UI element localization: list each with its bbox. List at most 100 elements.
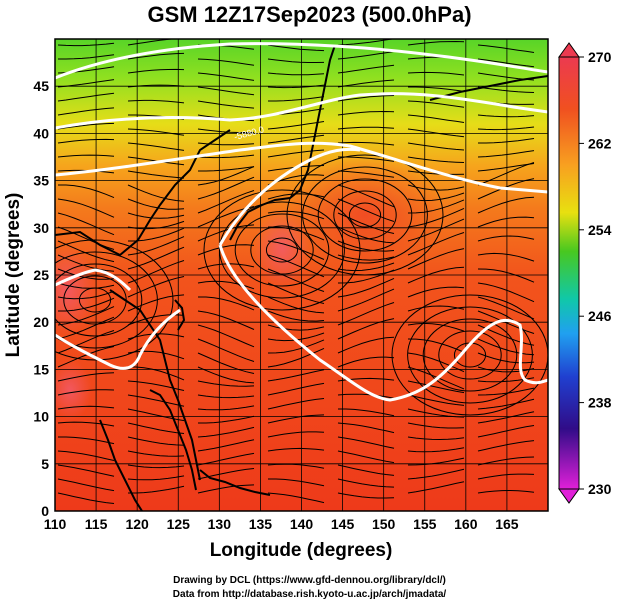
streamline bbox=[267, 463, 325, 469]
streamline bbox=[337, 318, 395, 340]
y-tick-label: 40 bbox=[33, 125, 49, 141]
streamline bbox=[407, 156, 465, 163]
streamline bbox=[407, 352, 465, 373]
streamline bbox=[57, 306, 115, 326]
streamline bbox=[408, 86, 465, 92]
streamline bbox=[267, 347, 325, 368]
streamline bbox=[407, 40, 465, 46]
streamline bbox=[267, 447, 325, 452]
streamline bbox=[197, 394, 255, 399]
y-tick-label: 45 bbox=[33, 78, 49, 94]
x-axis-title: Longitude (degrees) bbox=[210, 540, 393, 561]
streamline bbox=[407, 248, 465, 270]
streamline bbox=[57, 240, 115, 263]
streamline bbox=[337, 393, 395, 399]
colorbar-tick-label: 230 bbox=[588, 481, 612, 497]
streamline bbox=[197, 484, 255, 494]
streamline bbox=[267, 268, 325, 292]
streamline bbox=[407, 305, 465, 312]
y-axis-title: Latitude (degrees) bbox=[3, 193, 24, 358]
streamline bbox=[57, 268, 115, 280]
streamline bbox=[267, 414, 325, 424]
streamline-circulation bbox=[348, 202, 382, 228]
streamline bbox=[477, 352, 535, 364]
streamline bbox=[267, 324, 325, 331]
streamline bbox=[197, 142, 255, 146]
streamline bbox=[267, 58, 325, 63]
streamline bbox=[407, 100, 465, 108]
streamline-circulation bbox=[265, 237, 299, 263]
coastlines bbox=[55, 44, 548, 511]
y-tick-label: 0 bbox=[41, 503, 49, 519]
streamline bbox=[407, 481, 465, 494]
colorbar-tick-label: 262 bbox=[588, 135, 612, 151]
streamline bbox=[267, 310, 325, 322]
streamline-circulation bbox=[234, 213, 330, 287]
streamline bbox=[407, 207, 465, 228]
streamline bbox=[337, 170, 395, 178]
streamline bbox=[477, 440, 535, 452]
streamline bbox=[407, 338, 465, 353]
streamline bbox=[57, 122, 115, 130]
x-tick-label: 145 bbox=[331, 516, 355, 532]
streamline bbox=[337, 51, 395, 60]
streamline bbox=[267, 240, 325, 260]
streamline bbox=[197, 154, 255, 159]
streamline bbox=[477, 162, 535, 186]
y-tick-label: 20 bbox=[33, 314, 49, 330]
streamline bbox=[57, 154, 115, 158]
streamline bbox=[267, 431, 325, 438]
streamline bbox=[477, 296, 535, 320]
streamline bbox=[477, 268, 535, 283]
streamline bbox=[337, 79, 395, 88]
streamline bbox=[267, 398, 325, 410]
streamline bbox=[267, 339, 325, 354]
streamline bbox=[337, 184, 395, 208]
streamline-circulation bbox=[438, 330, 502, 380]
streamline bbox=[198, 296, 255, 311]
streamline bbox=[57, 254, 115, 272]
streamline bbox=[197, 224, 255, 242]
streamline bbox=[477, 489, 535, 494]
streamline bbox=[197, 190, 255, 214]
x-tick-label: 130 bbox=[208, 516, 232, 532]
streamline bbox=[407, 457, 465, 466]
streamline bbox=[477, 216, 535, 228]
streamline bbox=[197, 58, 255, 66]
x-tick-label: 110 bbox=[44, 516, 67, 532]
x-tick-label: 140 bbox=[290, 516, 314, 532]
streamline bbox=[57, 198, 115, 218]
colorbar-tick-label: 270 bbox=[588, 49, 612, 65]
streamline bbox=[197, 86, 255, 96]
streamline-circulation bbox=[55, 251, 158, 349]
x-tick-label: 165 bbox=[495, 516, 519, 532]
streamline-circulation bbox=[391, 294, 548, 416]
streamline bbox=[57, 92, 115, 102]
streamline bbox=[477, 282, 535, 303]
streamline bbox=[337, 198, 395, 222]
streamline-circulation bbox=[407, 306, 533, 404]
streamlines bbox=[55, 39, 548, 504]
streamline bbox=[197, 352, 255, 374]
streamline bbox=[57, 421, 115, 427]
streamline bbox=[198, 415, 255, 424]
x-tick-label: 135 bbox=[249, 516, 273, 532]
streamline bbox=[337, 356, 395, 368]
streamline bbox=[477, 196, 535, 214]
streamline bbox=[407, 142, 465, 151]
streamline bbox=[197, 280, 255, 290]
streamline bbox=[197, 176, 255, 200]
streamline bbox=[197, 366, 255, 384]
chart-title: GSM 12Z17Sep2023 (500.0hPa) bbox=[147, 2, 472, 27]
streamline bbox=[337, 288, 395, 312]
plot-frame bbox=[54, 38, 549, 512]
streamline bbox=[337, 95, 395, 102]
streamline bbox=[337, 254, 395, 261]
streamline bbox=[57, 212, 115, 236]
streamline bbox=[197, 72, 255, 81]
streamline bbox=[337, 492, 395, 499]
streamline bbox=[337, 39, 395, 46]
streamline bbox=[407, 170, 465, 175]
streamline bbox=[57, 282, 115, 289]
credit-data-source: Data from http://database.rish.kyoto-u.a… bbox=[172, 589, 447, 600]
